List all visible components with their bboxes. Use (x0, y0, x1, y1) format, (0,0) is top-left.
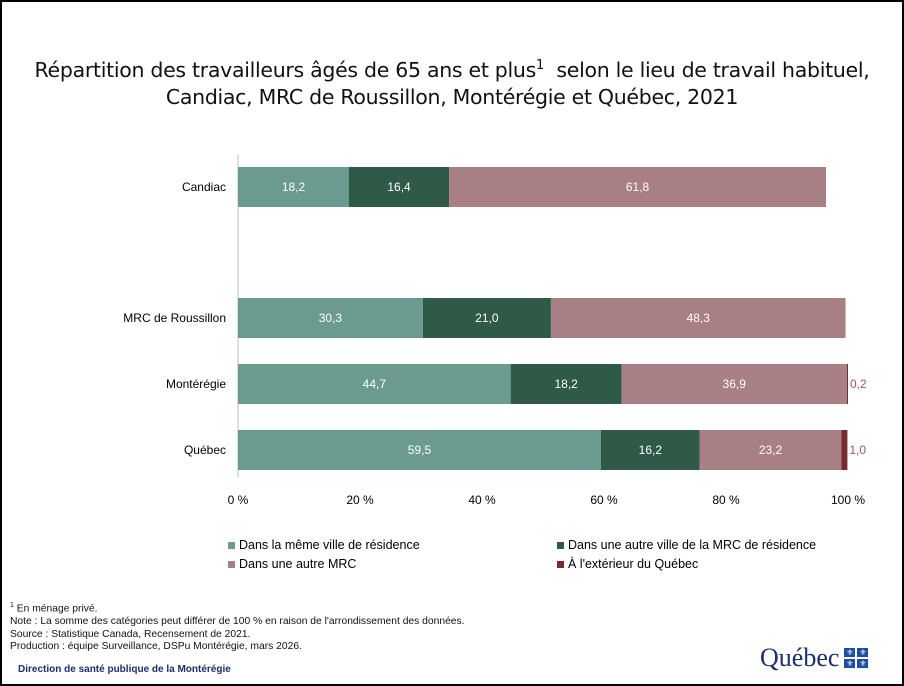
footnotes: 1 En ménage privé. Note : La somme des c… (10, 602, 465, 653)
bar-segment (600, 430, 700, 470)
bar-segment (550, 298, 846, 338)
legend-swatch (557, 541, 564, 549)
legend-label: Dans la même ville de résidence (239, 538, 420, 552)
footer-organization: Direction de santé publique de la Montér… (18, 664, 231, 675)
category-label: Candiac (182, 180, 226, 194)
x-tick-label: 60 % (590, 493, 618, 507)
data-label: 0,2 (850, 377, 867, 391)
quebec-logo: Québec ⚜ ⚜ ⚜ ⚜ (760, 643, 869, 673)
data-label: 16,4 (387, 180, 411, 194)
data-label: 18,2 (282, 180, 306, 194)
data-label: 36,9 (723, 377, 747, 391)
data-label: 16,2 (639, 443, 663, 457)
legend-item-autre-mrc: Dans une autre MRC (228, 557, 356, 571)
x-tick-label: 40 % (468, 493, 496, 507)
bar-segment (238, 430, 601, 470)
fleur-de-lis-flag-icon: ⚜ ⚜ ⚜ ⚜ (844, 648, 869, 668)
data-label: 61,8 (626, 180, 650, 194)
x-tick-label: 100 % (831, 493, 865, 507)
data-label: 1,0 (849, 443, 866, 457)
category-label: MRC de Roussillon (123, 311, 226, 325)
x-tick-label: 80 % (712, 493, 740, 507)
legend-swatch (228, 560, 235, 568)
bar-segment (422, 298, 551, 338)
bar-segment (621, 364, 847, 404)
data-label: 30,3 (319, 311, 343, 325)
bar-segment (238, 298, 423, 338)
data-label: 21,0 (475, 311, 499, 325)
bar-segment (238, 364, 511, 404)
legend-label: À l'extérieur du Québec (568, 557, 699, 571)
bar-segment (349, 167, 450, 207)
bar-segment (699, 430, 842, 470)
bar-segment (510, 364, 622, 404)
category-label: Montérégie (166, 377, 226, 391)
bar-segment (449, 167, 827, 207)
legend-swatch (228, 541, 235, 549)
legend-item-meme-ville: Dans la même ville de résidence (228, 538, 420, 552)
legend-swatch (557, 560, 564, 568)
data-label: 48,3 (687, 311, 711, 325)
bar-segment (846, 364, 848, 404)
legend-label: Dans une autre ville de la MRC de réside… (568, 538, 817, 552)
legend-item-autre-ville-mrc: Dans une autre ville de la MRC de réside… (557, 538, 816, 552)
x-tick-label: 0 % (228, 493, 249, 507)
legend-label: Dans une autre MRC (239, 557, 357, 571)
logo-text: Québec (760, 643, 840, 672)
bar-segment (841, 430, 848, 470)
data-label: 23,2 (759, 443, 783, 457)
legend-item-exterieur: À l'extérieur du Québec (557, 557, 698, 571)
data-label: 44,7 (363, 377, 387, 391)
category-label: Québec (184, 443, 226, 457)
data-label: 18,2 (555, 377, 579, 391)
data-label: 59,5 (408, 443, 432, 457)
bar-segment (238, 167, 350, 207)
x-tick-label: 20 % (346, 493, 374, 507)
chart-title: Répartition des travailleurs âgés de 65 … (34, 58, 870, 109)
